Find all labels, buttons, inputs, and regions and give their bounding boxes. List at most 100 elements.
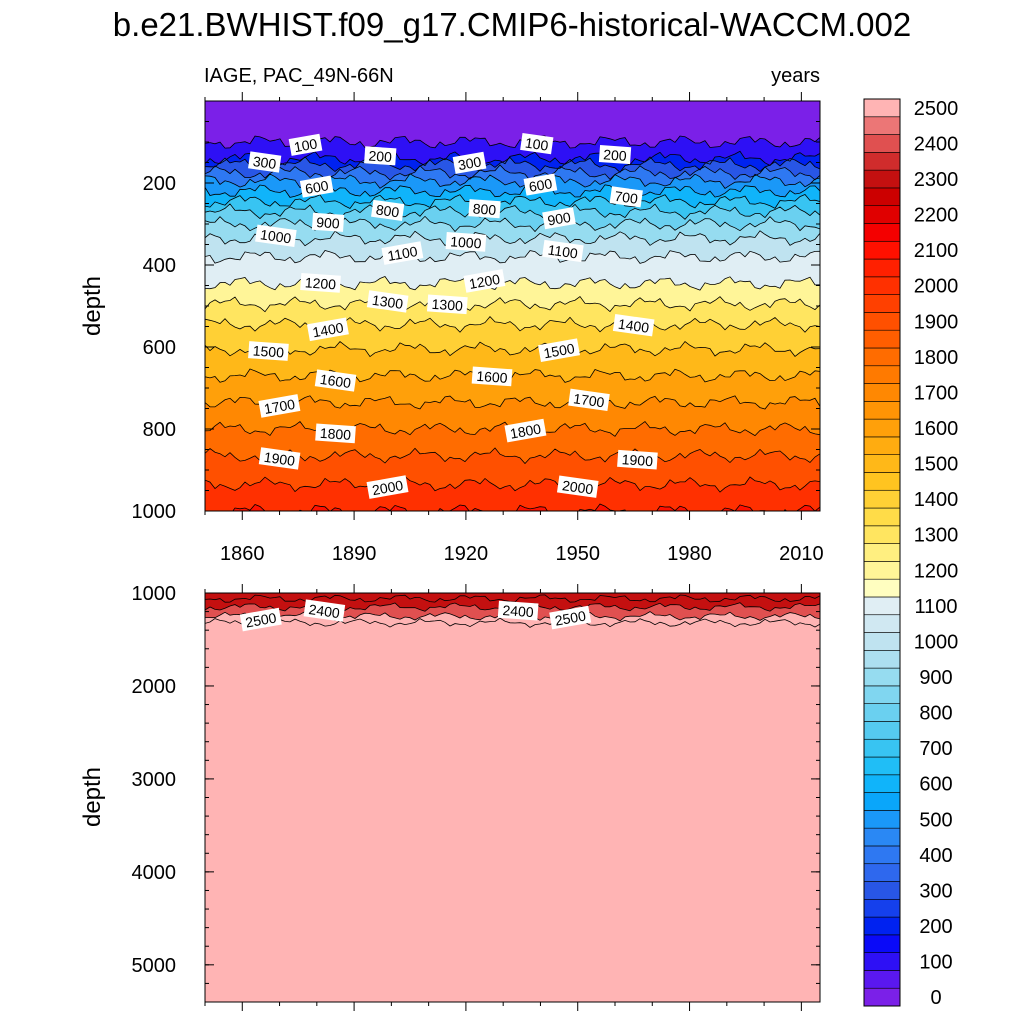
- colorbar-box: [863, 650, 901, 669]
- colorbar-label: 1100: [914, 596, 957, 618]
- contour-label: 800: [468, 199, 501, 219]
- colorbar-box: [863, 667, 901, 687]
- contour-line-900: [205, 215, 820, 233]
- svg-text:1900: 1900: [263, 449, 296, 469]
- svg-text:800: 800: [375, 201, 401, 220]
- colorbar-box: [863, 454, 901, 473]
- contour-label: 1000: [255, 224, 297, 247]
- svg-text:1500: 1500: [252, 342, 284, 360]
- colorbar-box: [863, 223, 901, 242]
- svg-text:1600: 1600: [476, 368, 508, 386]
- svg-text:1000: 1000: [450, 233, 482, 251]
- colorbar-box: [863, 845, 901, 865]
- colorbar-label: 1600: [914, 418, 959, 440]
- svg-text:1100: 1100: [386, 243, 419, 264]
- svg-text:2400: 2400: [502, 602, 534, 620]
- contour-label: 1600: [471, 366, 513, 387]
- contour-line-1700: [205, 395, 820, 410]
- colorbar-box: [863, 934, 901, 953]
- contour-line-700: [205, 194, 820, 210]
- svg-text:1500: 1500: [542, 340, 576, 361]
- svg-text:900: 900: [316, 214, 341, 232]
- colorbar-box: [863, 240, 901, 260]
- svg-text:300: 300: [457, 153, 483, 173]
- colorbar-box: [863, 134, 901, 153]
- colorbar-box: [863, 436, 901, 455]
- colorbar-box: [863, 721, 901, 740]
- contour-label: 800: [371, 199, 405, 221]
- y-tick-label: 4000: [132, 862, 177, 884]
- x-tick-label: 1920: [444, 543, 489, 565]
- contour-label: 1800: [504, 418, 547, 443]
- colorbar-label: 500: [919, 809, 952, 831]
- colorbar-box: [863, 952, 901, 971]
- svg-text:2400: 2400: [308, 601, 341, 621]
- colorbar-label: 1300: [914, 525, 959, 547]
- colorbar-box: [863, 294, 901, 313]
- contour-label: 2500: [549, 605, 592, 630]
- contour-label: 100: [520, 133, 554, 155]
- svg-text:2500: 2500: [244, 609, 278, 630]
- colorbar-label: 1900: [914, 311, 959, 333]
- upper-depth-panel: 200 400 600 800 1000 1860 1890 1920 1950 1980 2010…: [132, 92, 824, 565]
- colorbar-label: 800: [919, 703, 952, 725]
- contour-label: 2400: [303, 599, 346, 622]
- colorbar-box: [863, 347, 901, 367]
- colorbar-box: [863, 543, 901, 562]
- colorbar-box: [863, 632, 901, 651]
- colorbar-box: [863, 916, 901, 936]
- units-label: years: [771, 65, 820, 87]
- svg-text:1700: 1700: [263, 396, 297, 417]
- contour-line-1300: [205, 295, 820, 313]
- svg-text:800: 800: [472, 200, 497, 218]
- contour-label: 2000: [366, 475, 409, 499]
- svg-text:1300: 1300: [371, 292, 404, 312]
- colorbar-box: [863, 703, 901, 722]
- contour-label: 200: [598, 145, 632, 165]
- y-tick-label: 400: [143, 255, 176, 277]
- contour-label: 1600: [314, 369, 357, 392]
- contour-label: 300: [248, 151, 282, 173]
- y-tick-label: 3000: [132, 769, 177, 791]
- colorbar-box: [863, 329, 901, 349]
- x-tick-label: 1980: [667, 543, 712, 565]
- contour-line-200: [205, 150, 820, 167]
- colorbar-label: 2000: [914, 276, 959, 298]
- contour-label: 2400: [497, 600, 539, 621]
- colorbar-box: [863, 810, 901, 829]
- svg-text:1900: 1900: [621, 451, 653, 469]
- contour-label: 900: [542, 207, 576, 230]
- x-tick-label: 1950: [555, 543, 600, 565]
- svg-text:300: 300: [252, 153, 278, 172]
- contour-label: 200: [364, 146, 397, 166]
- contour-line-300: [205, 156, 820, 173]
- colorbar-box: [863, 881, 901, 900]
- colorbar-box: [863, 525, 901, 544]
- svg-text:900: 900: [546, 209, 572, 229]
- contour-label: 1100: [381, 241, 424, 265]
- contour-label: 1200: [463, 269, 506, 293]
- y-tick-label: 1000: [132, 583, 177, 605]
- colorbar-label: 1700: [914, 382, 959, 404]
- contour-label: 2000: [556, 475, 599, 498]
- colorbar-box: [863, 401, 901, 420]
- contour-line-1100: [205, 250, 820, 264]
- colorbar-box: [863, 507, 901, 527]
- svg-text:700: 700: [614, 188, 640, 207]
- x-tick-label: 1860: [220, 543, 265, 565]
- colorbar-label: 2200: [914, 205, 959, 227]
- svg-text:200: 200: [603, 146, 628, 164]
- colorbar-box: [863, 152, 901, 171]
- contour-label: 1700: [258, 394, 301, 418]
- svg-text:1400: 1400: [617, 316, 650, 336]
- colorbar-box: [863, 898, 901, 918]
- colorbar-label: 1400: [914, 489, 959, 511]
- contour-label: 1800: [315, 423, 356, 444]
- y-tick-label: 1000: [132, 501, 177, 523]
- colorbar-box: [863, 276, 901, 295]
- colorbar-label: 700: [919, 738, 952, 760]
- svg-text:200: 200: [368, 148, 393, 166]
- contour-label: 1900: [617, 449, 658, 470]
- colorbar-box: [863, 489, 901, 509]
- colorbar-box: [863, 312, 901, 331]
